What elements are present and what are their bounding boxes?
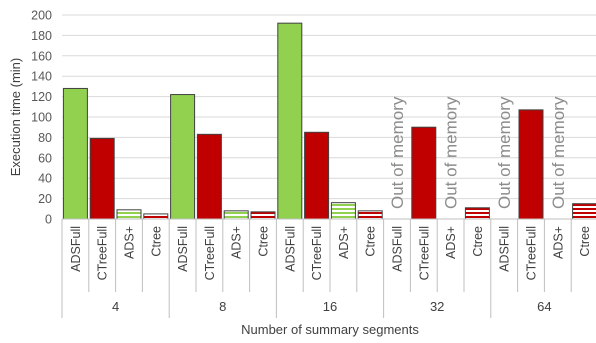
x-group-label: 32 xyxy=(430,299,444,314)
bar-ctreefull-64 xyxy=(518,109,544,220)
x-category-label: ADSFull xyxy=(498,226,512,272)
bar-ctree-8 xyxy=(250,211,276,220)
gridlines xyxy=(62,14,596,200)
x-category-label: ADS+ xyxy=(444,226,458,259)
x-category-label: Ctree xyxy=(149,226,163,257)
y-tick-label: 140 xyxy=(31,70,52,84)
out-of-memory-label: Out of memory xyxy=(442,96,461,209)
x-axis: ADSFull CTreeFull ADS+ Ctree 4 ADSFull CTreeFu… xyxy=(61,218,596,318)
y-tick-label: 160 xyxy=(31,49,52,63)
x-category-label: CTreeFull xyxy=(525,226,539,280)
bar-ctree-64 xyxy=(572,203,596,220)
x-category-label: Ctree xyxy=(471,226,485,257)
y-axis-title: Execution time (min) xyxy=(8,58,23,176)
x-group-label: 64 xyxy=(537,299,551,314)
x-category-label: ADS+ xyxy=(230,226,244,259)
bar-ctreefull-4 xyxy=(89,137,115,220)
x-axis-title: Number of summary segments xyxy=(241,322,419,337)
x-category-label: CTreeFull xyxy=(417,226,431,280)
y-tick-label: 40 xyxy=(38,172,52,186)
x-category-label: CTreeFull xyxy=(96,226,110,280)
annotations: Out of memory Out of memory Out of memory O… xyxy=(388,96,568,209)
bar-adsfull-4 xyxy=(62,87,88,220)
y-tick-label: 100 xyxy=(31,111,52,125)
x-category-label: ADS+ xyxy=(337,226,351,259)
bar-ctreefull-32 xyxy=(411,126,437,220)
y-tick-label: 20 xyxy=(38,192,52,206)
y-tick-label: 120 xyxy=(31,90,52,104)
y-tick-label: 80 xyxy=(38,131,52,145)
x-category-label: ADS+ xyxy=(123,226,137,259)
x-group-label: 8 xyxy=(219,299,226,314)
x-category-label: ADSFull xyxy=(69,226,83,272)
y-axis-ticks: 0 20 40 60 80 100 120 140 160 180 200 xyxy=(31,9,52,227)
bar-ctree-4 xyxy=(143,213,169,220)
bar-ctreefull-8 xyxy=(196,133,222,220)
bars xyxy=(62,22,596,220)
bar-adsplus-8 xyxy=(223,210,249,220)
out-of-memory-label: Out of memory xyxy=(549,96,568,209)
x-category-label: ADS+ xyxy=(551,226,565,259)
x-category-label: CTreeFull xyxy=(203,226,217,280)
y-tick-label: 60 xyxy=(38,151,52,165)
x-category-label: ADSFull xyxy=(391,226,405,272)
bar-adsfull-8 xyxy=(170,94,196,220)
x-group-label: 4 xyxy=(112,299,119,314)
x-category-label: Ctree xyxy=(364,226,378,257)
bar-adsplus-16 xyxy=(330,202,356,220)
bar-adsplus-4 xyxy=(116,209,142,220)
bar-adsfull-16 xyxy=(277,22,303,220)
bar-ctree-16 xyxy=(357,210,383,220)
x-category-label: Ctree xyxy=(578,226,592,257)
x-category-label: CTreeFull xyxy=(310,226,324,280)
x-group-label: 16 xyxy=(323,299,337,314)
y-tick-label: 0 xyxy=(45,213,52,227)
x-category-label: ADSFull xyxy=(176,226,190,272)
out-of-memory-label: Out of memory xyxy=(388,96,407,209)
y-tick-label: 200 xyxy=(31,9,52,23)
bar-ctree-32 xyxy=(464,207,490,220)
out-of-memory-label: Out of memory xyxy=(495,96,514,209)
x-category-label: Ctree xyxy=(257,226,271,257)
bar-ctreefull-16 xyxy=(304,131,330,220)
y-tick-label: 180 xyxy=(31,29,52,43)
x-category-label: ADSFull xyxy=(283,226,297,272)
